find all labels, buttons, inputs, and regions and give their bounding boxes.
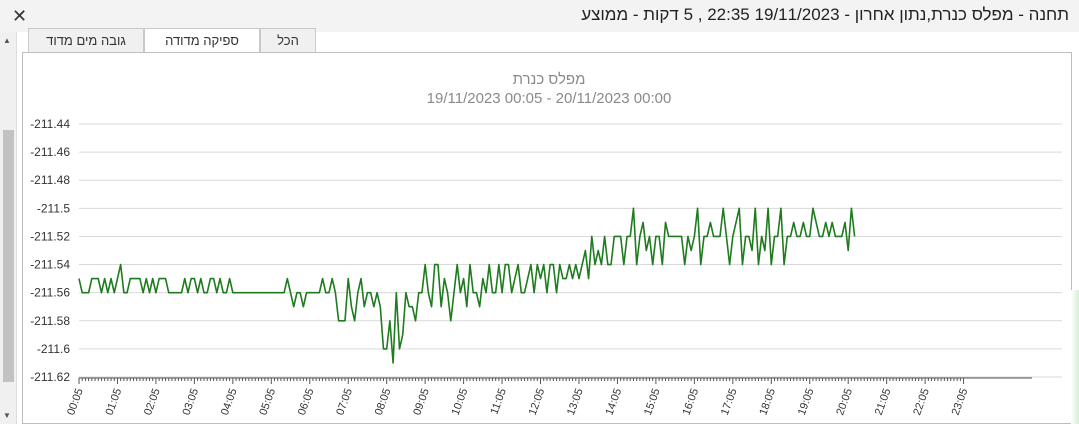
x-tick-label: 22:05: [911, 387, 932, 417]
y-tick-label: -211.5: [37, 201, 70, 215]
x-tick-label: 17:05: [719, 387, 740, 417]
x-tick-label: 04:05: [219, 387, 240, 417]
x-tick-label: 00:05: [65, 387, 86, 417]
y-tick-label: -211.46: [30, 145, 70, 159]
y-tick-label: -211.62: [30, 370, 70, 384]
x-tick-label: 18:05: [757, 387, 778, 417]
title-bar: ✕ תחנה - מפלס כנרת,נתון אחרון - 19/11/20…: [0, 0, 1079, 32]
x-tick-label: 02:05: [142, 387, 163, 417]
y-tick-label: -211.58: [30, 314, 70, 328]
y-tick-label: -211.6: [37, 342, 70, 356]
x-tick-label: 14:05: [604, 387, 625, 417]
x-tick-label: 09:05: [411, 387, 432, 417]
window-title: תחנה - מפלס כנרת,נתון אחרון - 19/11/2023…: [581, 5, 1069, 24]
y-tick-label: -211.44: [30, 117, 70, 131]
x-tick-label: 20:05: [834, 387, 855, 417]
x-tick-label: 19:05: [796, 387, 817, 417]
close-icon[interactable]: ✕: [12, 6, 28, 27]
x-tick-label: 06:05: [296, 387, 317, 417]
x-tick-label: 15:05: [642, 387, 663, 417]
x-tick-label: 23:05: [950, 387, 971, 417]
y-tick-label: -211.54: [30, 258, 70, 272]
tab-measured-water-level[interactable]: גובה מים מדוד: [28, 28, 144, 53]
y-tick-label: -211.52: [30, 229, 70, 243]
x-tick-label: 12:05: [527, 387, 548, 417]
decorative-edge: [1071, 290, 1079, 424]
vertical-scrollbar[interactable]: ▲ ▼: [0, 32, 17, 424]
x-tick-label: 21:05: [873, 387, 894, 417]
x-tick-label: 10:05: [450, 387, 471, 417]
chart-subtitle: 19/11/2023 00:05 - 20/11/2023 00:00: [427, 90, 672, 107]
scroll-up-icon[interactable]: ▲: [3, 36, 11, 45]
tab-all[interactable]: הכל: [260, 28, 316, 53]
x-tick-label: 08:05: [373, 387, 394, 417]
scrollbar-thumb[interactable]: [3, 130, 14, 382]
x-tick-label: 16:05: [680, 387, 701, 417]
scroll-down-icon[interactable]: ▼: [3, 411, 11, 420]
x-tick-label: 11:05: [488, 387, 508, 416]
chart-title: מפלס כנרת: [513, 71, 586, 88]
series-line: [78, 207, 856, 364]
x-tick-label: 13:05: [565, 387, 586, 417]
x-tick-label: 07:05: [334, 387, 355, 417]
y-tick-label: -211.48: [30, 173, 70, 187]
x-tick-label: 01:05: [104, 387, 125, 417]
x-tick-label: 05:05: [257, 387, 278, 417]
x-tick-label: 03:05: [181, 387, 202, 417]
tab-measured-flow[interactable]: ספיקה מדודה: [144, 28, 260, 54]
y-tick-label: -211.56: [30, 286, 70, 300]
chart-panel: [22, 52, 1072, 424]
